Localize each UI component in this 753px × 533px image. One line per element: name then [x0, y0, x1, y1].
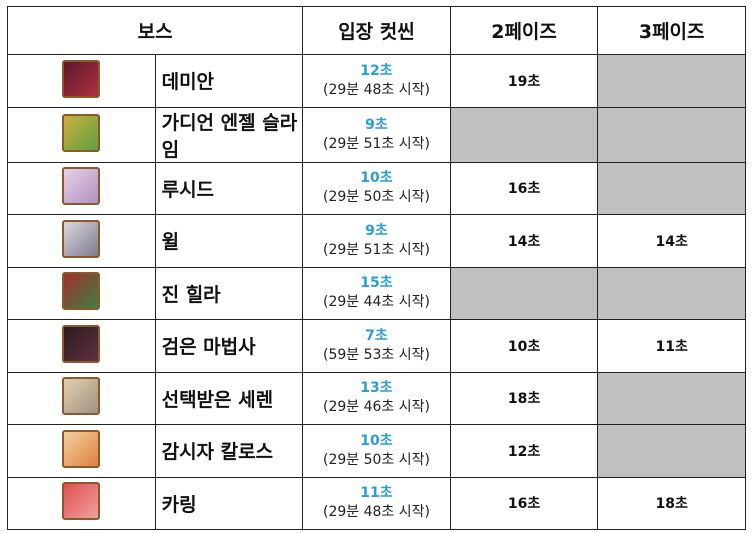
phase3-time: 18초: [597, 476, 746, 530]
start-time: (29분 48초 시작): [322, 81, 430, 98]
icon-cell: [7, 54, 156, 108]
phase3-time: 11초: [597, 319, 746, 373]
boss-icon: [62, 59, 101, 98]
boss-icon: [62, 482, 101, 521]
start-time: (59분 53초 시작): [322, 346, 430, 363]
header-cell: 2페이즈: [449, 6, 599, 55]
cutscene-time: 9초: [365, 222, 388, 239]
boss-name: 가디언 엔젤 슬라임: [154, 106, 304, 163]
empty-cell: [597, 161, 746, 215]
row: 검은 마법사 7초 (59분 53초 시작) 10초 11초: [7, 319, 746, 373]
boss-name: 카링: [154, 476, 304, 530]
empty-cell: [597, 266, 746, 320]
empty-cell: [597, 106, 746, 163]
boss-icon: [62, 272, 101, 311]
cutscene-time: 10초: [360, 432, 393, 449]
phase2-time: 16초: [449, 161, 599, 215]
boss-table: 보스 입장 컷씬 2페이즈 3페이즈 데미안 12초 (29분 48초 시작) 19초…: [6, 6, 746, 530]
start-time: (29분 50초 시작): [322, 189, 430, 206]
row: 카링 11초 (29분 48초 시작) 16초 18초: [7, 476, 746, 530]
header-cell: 입장 컷씬: [302, 6, 451, 55]
phase2-time: 10초: [449, 319, 599, 373]
phase2-time: 16초: [449, 476, 599, 530]
boss-name: 검은 마법사: [154, 319, 304, 373]
icon-cell: [7, 161, 156, 215]
cutscene-cell: 9초 (29분 51초 시작): [302, 214, 451, 268]
cutscene-cell: 12초 (29분 48초 시작): [302, 54, 451, 108]
icon-cell: [7, 319, 156, 373]
cutscene-time: 15초: [360, 275, 393, 292]
row: 루시드 10초 (29분 50초 시작) 16초: [7, 161, 746, 215]
start-time: (29분 50초 시작): [322, 451, 430, 468]
cutscene-cell: 15초 (29분 44초 시작): [302, 266, 451, 320]
cutscene-cell: 10초 (29분 50초 시작): [302, 161, 451, 215]
start-time: (29분 48초 시작): [322, 504, 430, 521]
boss-name: 진 힐라: [154, 266, 304, 320]
boss-name: 루시드: [154, 161, 304, 215]
start-time: (29분 51초 시작): [322, 135, 430, 152]
icon-cell: [7, 371, 156, 425]
cutscene-cell: 7초 (59분 53초 시작): [302, 319, 451, 373]
header-cell: 3페이즈: [597, 6, 746, 55]
row: 진 힐라 15초 (29분 44초 시작): [7, 266, 746, 320]
icon-cell: [7, 476, 156, 530]
cutscene-cell: 9초 (29분 51초 시작): [302, 106, 451, 163]
boss-name: 윌: [154, 214, 304, 268]
phase2-time: 14초: [449, 214, 599, 268]
start-time: (29분 51초 시작): [322, 241, 430, 258]
cutscene-time: 13초: [360, 380, 393, 397]
icon-cell: [7, 266, 156, 320]
cutscene-time: 9초: [365, 116, 388, 133]
start-time: (29분 44초 시작): [322, 294, 430, 311]
row: 데미안 12초 (29분 48초 시작) 19초: [7, 54, 746, 108]
boss-icon: [62, 429, 101, 468]
boss-icon: [62, 377, 101, 416]
empty-cell: [449, 106, 599, 163]
phase2-time: 19초: [449, 54, 599, 108]
header-row: 보스 입장 컷씬 2페이즈 3페이즈: [6, 6, 746, 55]
cutscene-time: 7초: [365, 327, 388, 344]
icon-cell: [7, 106, 156, 163]
phase2-time: 18초: [449, 371, 599, 425]
row: 윌 9초 (29분 51초 시작) 14초 14초: [7, 214, 746, 268]
row: 감시자 칼로스 10초 (29분 50초 시작) 12초: [7, 424, 746, 478]
boss-name: 감시자 칼로스: [154, 424, 304, 478]
boss-name: 선택받은 세렌: [154, 371, 304, 425]
icon-cell: [7, 424, 156, 478]
boss-icon: [62, 219, 101, 258]
cutscene-cell: 11초 (29분 48초 시작): [302, 476, 451, 530]
boss-name: 데미안: [154, 54, 304, 108]
empty-cell: [597, 371, 746, 425]
boss-icon: [62, 167, 101, 206]
empty-cell: [449, 266, 599, 320]
row: 선택받은 세렌 13초 (29분 46초 시작) 18초: [7, 371, 746, 425]
cutscene-time: 12초: [360, 62, 393, 79]
phase2-time: 12초: [449, 424, 599, 478]
start-time: (29분 46초 시작): [322, 399, 430, 416]
boss-icon: [62, 324, 101, 363]
empty-cell: [597, 424, 746, 478]
phase3-time: 14초: [597, 214, 746, 268]
table-header: 보스 입장 컷씬 2페이즈 3페이즈: [6, 6, 746, 55]
cutscene-cell: 10초 (29분 50초 시작): [302, 424, 451, 478]
boss-icon: [62, 113, 101, 152]
row: 가디언 엔젤 슬라임 9초 (29분 51초 시작): [7, 106, 746, 163]
cutscene-time: 10초: [360, 170, 393, 187]
header-cell: 보스: [6, 6, 304, 55]
icon-cell: [7, 214, 156, 268]
cutscene-cell: 13초 (29분 46초 시작): [302, 371, 451, 425]
empty-cell: [597, 54, 746, 108]
cutscene-time: 11초: [360, 485, 393, 502]
